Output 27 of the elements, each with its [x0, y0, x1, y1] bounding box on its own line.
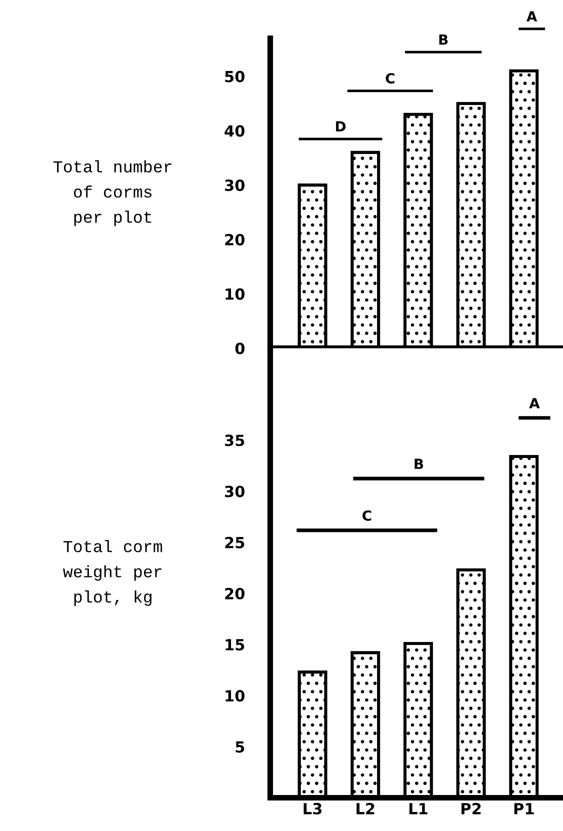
y-tick-label: 10 — [226, 690, 245, 702]
y-tick-label: 25 — [225, 536, 244, 548]
annotation: B — [414, 458, 424, 469]
x-tick-label: L1 — [409, 803, 428, 814]
y-tick-label: 40 — [224, 125, 245, 137]
annotation: C — [362, 510, 372, 521]
annotation: C — [386, 73, 394, 84]
x-tick-label: L2 — [356, 802, 374, 814]
y-axis-title: Total number of corms per plot — [53, 160, 172, 226]
y-tick-label: 30 — [225, 486, 245, 498]
y-tick-label: 20 — [225, 588, 245, 600]
y-tick-label: 50 — [225, 70, 245, 82]
y-axis-title: Total corm weight per plot, kg — [63, 540, 162, 606]
y-tick-label: 10 — [226, 288, 245, 300]
y-tick-label: 5 — [236, 741, 244, 753]
text: A — [526, 11, 538, 22]
y-tick-label: 0 — [235, 342, 245, 354]
y-tick-label: 20 — [225, 234, 245, 246]
annotation: A — [529, 398, 540, 408]
x-tick-label: P1 — [514, 803, 534, 814]
x-tick-label: P2 — [462, 802, 481, 814]
x-tick-label: L3 — [304, 802, 322, 814]
annotation: B — [439, 34, 448, 45]
y-tick-label: 30 — [225, 180, 245, 192]
annotation: D — [336, 121, 346, 132]
y-tick-label: 35 — [225, 434, 244, 446]
y-tick-label: 15 — [226, 639, 244, 651]
